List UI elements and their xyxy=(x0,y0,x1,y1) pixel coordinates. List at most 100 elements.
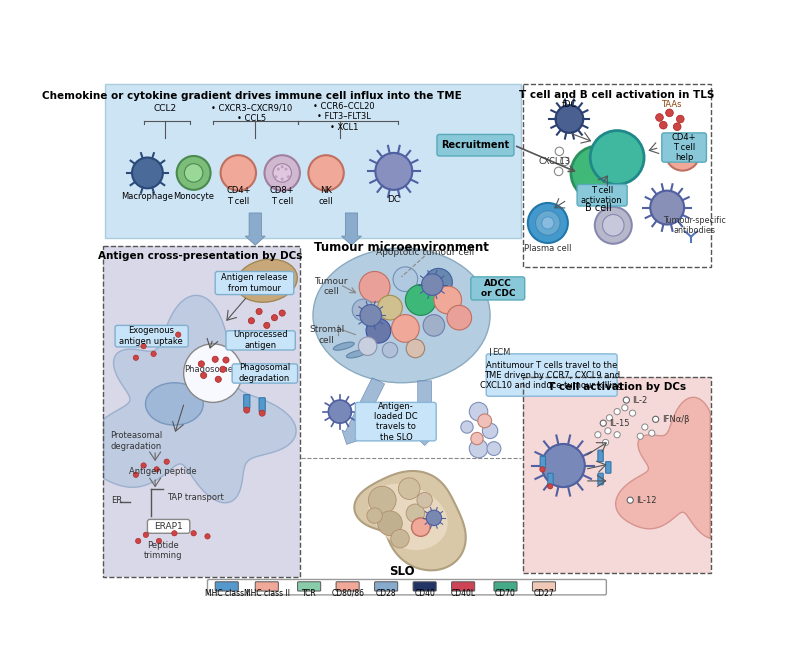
Ellipse shape xyxy=(333,342,354,350)
Text: I: I xyxy=(488,348,491,358)
Circle shape xyxy=(399,478,420,499)
Circle shape xyxy=(366,319,391,343)
Circle shape xyxy=(382,342,398,358)
Text: ECM: ECM xyxy=(492,348,511,358)
Circle shape xyxy=(244,407,250,413)
Bar xyxy=(105,85,521,238)
Text: NK
cell: NK cell xyxy=(318,187,333,206)
Text: Tumour
cell: Tumour cell xyxy=(314,277,348,297)
Circle shape xyxy=(353,299,374,321)
Bar xyxy=(523,85,711,267)
Circle shape xyxy=(642,424,648,430)
FancyArrow shape xyxy=(342,378,384,444)
Circle shape xyxy=(630,410,636,416)
Text: CD28: CD28 xyxy=(376,589,396,598)
Circle shape xyxy=(614,409,620,415)
Text: Exogenous
antigen uptake: Exogenous antigen uptake xyxy=(119,327,183,346)
Circle shape xyxy=(284,168,287,170)
FancyBboxPatch shape xyxy=(577,185,627,206)
FancyBboxPatch shape xyxy=(471,277,525,300)
Text: Tumour-specific
antibodies: Tumour-specific antibodies xyxy=(663,215,726,235)
Circle shape xyxy=(151,351,156,356)
Text: T cell activation by DCs: T cell activation by DCs xyxy=(548,382,686,393)
Circle shape xyxy=(411,518,430,536)
Circle shape xyxy=(649,430,655,436)
Text: CD70: CD70 xyxy=(495,589,516,598)
Text: TAP transport: TAP transport xyxy=(167,493,223,503)
Circle shape xyxy=(133,472,139,478)
Circle shape xyxy=(212,356,218,362)
Circle shape xyxy=(623,397,630,403)
FancyBboxPatch shape xyxy=(336,582,359,591)
Circle shape xyxy=(256,309,262,315)
Text: Apoptotic tumour cell: Apoptotic tumour cell xyxy=(376,248,474,258)
Circle shape xyxy=(600,420,607,426)
Text: T cell and B cell activation in TLS: T cell and B cell activation in TLS xyxy=(519,90,715,100)
Text: T cell
activation: T cell activation xyxy=(581,186,622,205)
Text: CD27: CD27 xyxy=(534,589,554,598)
FancyBboxPatch shape xyxy=(115,325,188,347)
Text: CD80/86: CD80/86 xyxy=(331,589,364,598)
FancyBboxPatch shape xyxy=(232,364,298,383)
Text: CCL2: CCL2 xyxy=(153,103,177,113)
Circle shape xyxy=(329,400,352,423)
Circle shape xyxy=(673,123,681,131)
Text: CD4+
T cell: CD4+ T cell xyxy=(226,187,251,206)
Text: Antigen release
from tumour: Antigen release from tumour xyxy=(222,273,287,293)
Circle shape xyxy=(653,416,659,423)
Text: Peptide
trimming: Peptide trimming xyxy=(144,541,182,560)
FancyBboxPatch shape xyxy=(540,456,545,468)
Circle shape xyxy=(483,423,498,439)
Circle shape xyxy=(223,357,229,363)
Text: MHC class I: MHC class I xyxy=(205,589,249,598)
Circle shape xyxy=(637,433,643,440)
FancyBboxPatch shape xyxy=(598,450,603,462)
Text: Proteasomal
degradation: Proteasomal degradation xyxy=(110,431,162,451)
Circle shape xyxy=(469,403,488,421)
Circle shape xyxy=(215,376,222,382)
Circle shape xyxy=(376,153,412,190)
Circle shape xyxy=(425,268,453,296)
Circle shape xyxy=(280,178,283,180)
Text: CXCL13: CXCL13 xyxy=(538,157,571,166)
Circle shape xyxy=(133,355,139,360)
Circle shape xyxy=(143,532,148,537)
Circle shape xyxy=(172,531,177,536)
Text: ERAP1: ERAP1 xyxy=(154,522,183,531)
FancyBboxPatch shape xyxy=(606,462,611,473)
Circle shape xyxy=(542,217,554,229)
FancyBboxPatch shape xyxy=(207,580,607,595)
Circle shape xyxy=(603,215,624,236)
Bar xyxy=(523,377,711,573)
Text: Stromal
cell: Stromal cell xyxy=(309,325,345,345)
Circle shape xyxy=(183,344,242,403)
Circle shape xyxy=(605,428,611,434)
Circle shape xyxy=(360,305,381,326)
Text: Macrophage: Macrophage xyxy=(121,191,173,201)
Circle shape xyxy=(535,211,560,236)
FancyBboxPatch shape xyxy=(255,582,279,591)
FancyBboxPatch shape xyxy=(548,473,553,484)
Circle shape xyxy=(205,533,210,539)
Circle shape xyxy=(175,332,181,338)
Text: Unprocessed
antigen: Unprocessed antigen xyxy=(233,330,288,350)
Circle shape xyxy=(556,105,584,133)
Circle shape xyxy=(259,410,265,416)
Circle shape xyxy=(367,508,382,523)
Circle shape xyxy=(275,175,278,178)
Circle shape xyxy=(273,164,291,182)
Circle shape xyxy=(154,466,160,472)
Circle shape xyxy=(378,295,403,320)
FancyArrow shape xyxy=(414,381,435,446)
FancyBboxPatch shape xyxy=(437,134,514,156)
Circle shape xyxy=(614,431,620,437)
Text: CD8+
T cell: CD8+ T cell xyxy=(270,187,295,206)
Circle shape xyxy=(393,267,418,291)
FancyBboxPatch shape xyxy=(244,395,250,409)
Bar xyxy=(523,377,711,573)
Circle shape xyxy=(426,510,441,525)
Circle shape xyxy=(434,286,461,314)
Circle shape xyxy=(264,155,300,191)
Text: Tumour microenvironment: Tumour microenvironment xyxy=(314,241,489,254)
Circle shape xyxy=(308,155,344,191)
